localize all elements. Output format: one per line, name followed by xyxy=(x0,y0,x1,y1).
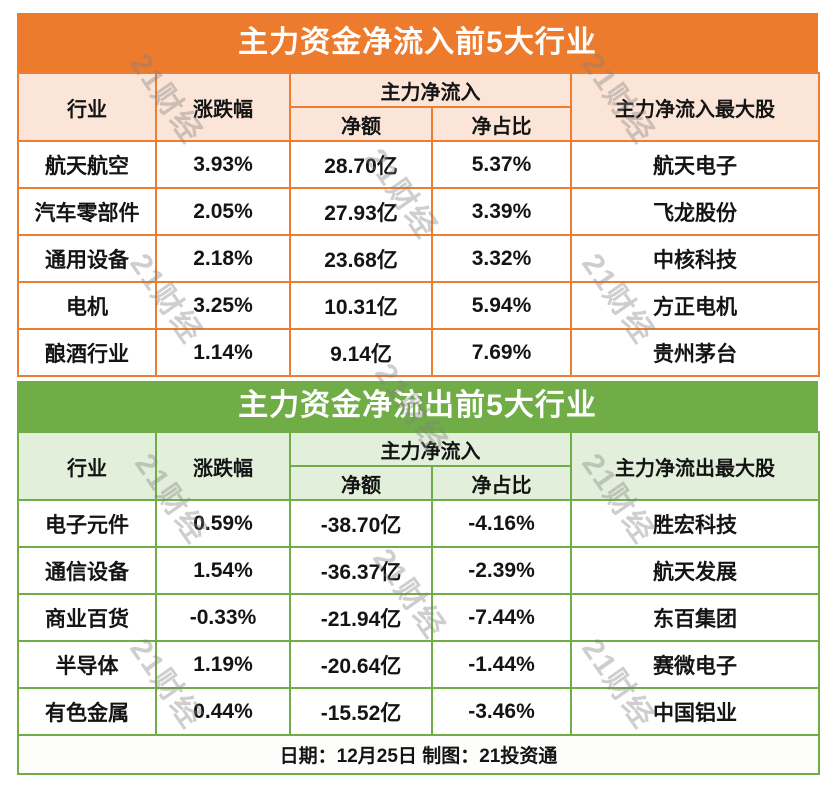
header-change: 涨跌幅 xyxy=(155,431,291,501)
inflow-section: 主力资金净流入前5大行业 行业 涨跌幅 主力净流入 主力净流入最大股 净额 净占… xyxy=(17,13,820,377)
industry-cell: 通信设备 xyxy=(17,546,157,595)
outflow-title-bar: 主力资金净流出前5大行业 xyxy=(17,381,818,431)
header-net-ratio: 净占比 xyxy=(431,465,572,501)
industry-cell: 电子元件 xyxy=(17,499,157,548)
change-cell: 1.19% xyxy=(155,640,291,689)
change-cell: 1.54% xyxy=(155,546,291,595)
infographic-sheet: 主力资金净流入前5大行业 行业 涨跌幅 主力净流入 主力净流入最大股 净额 净占… xyxy=(17,13,820,775)
net-ratio-cell: -4.16% xyxy=(431,499,572,548)
table-row: 有色金属 0.44% -15.52亿 -3.46% 中国铝业 xyxy=(17,687,820,736)
top-stock-cell: 航天电子 xyxy=(570,140,820,189)
net-amount-cell: 23.68亿 xyxy=(289,234,433,283)
outflow-title: 主力资金净流出前5大行业 xyxy=(238,389,597,422)
net-amount-cell: 9.14亿 xyxy=(289,328,433,377)
net-amount-cell: -36.37亿 xyxy=(289,546,433,595)
table-row: 半导体 1.19% -20.64亿 -1.44% 赛微电子 xyxy=(17,640,820,689)
net-ratio-cell: -3.46% xyxy=(431,687,572,736)
top-stock-cell: 飞龙股份 xyxy=(570,187,820,236)
header-net-inflow-group: 主力净流入 xyxy=(289,72,572,108)
header-industry: 行业 xyxy=(17,72,157,142)
industry-cell: 汽车零部件 xyxy=(17,187,157,236)
table-row: 通信设备 1.54% -36.37亿 -2.39% 航天发展 xyxy=(17,546,820,595)
outflow-table: 行业 涨跌幅 主力净流入 主力净流出最大股 净额 净占比 电子元件 0.59% … xyxy=(17,431,820,775)
industry-cell: 半导体 xyxy=(17,640,157,689)
net-amount-cell: -20.64亿 xyxy=(289,640,433,689)
table-row: 航天航空 3.93% 28.70亿 5.37% 航天电子 xyxy=(17,140,820,189)
net-ratio-cell: -1.44% xyxy=(431,640,572,689)
inflow-title-bar: 主力资金净流入前5大行业 xyxy=(17,13,818,72)
change-cell: 0.44% xyxy=(155,687,291,736)
net-ratio-cell: 5.37% xyxy=(431,140,572,189)
outflow-section: 主力资金净流出前5大行业 行业 涨跌幅 主力净流入 主力净流出最大股 净额 净占… xyxy=(17,381,820,775)
top-stock-cell: 航天发展 xyxy=(570,546,820,595)
net-ratio-cell: 3.39% xyxy=(431,187,572,236)
header-industry: 行业 xyxy=(17,431,157,501)
industry-cell: 商业百货 xyxy=(17,593,157,642)
net-ratio-cell: 5.94% xyxy=(431,281,572,330)
change-cell: 2.05% xyxy=(155,187,291,236)
header-net-ratio: 净占比 xyxy=(431,106,572,142)
header-net-amount: 净额 xyxy=(289,106,433,142)
change-cell: 3.25% xyxy=(155,281,291,330)
change-cell: 0.59% xyxy=(155,499,291,548)
top-stock-cell: 贵州茅台 xyxy=(570,328,820,377)
top-stock-cell: 胜宏科技 xyxy=(570,499,820,548)
industry-cell: 酿酒行业 xyxy=(17,328,157,377)
table-row: 电子元件 0.59% -38.70亿 -4.16% 胜宏科技 xyxy=(17,499,820,548)
header-top-stock: 主力净流出最大股 xyxy=(570,431,820,501)
header-top-stock: 主力净流入最大股 xyxy=(570,72,820,142)
top-stock-cell: 赛微电子 xyxy=(570,640,820,689)
net-amount-cell: -38.70亿 xyxy=(289,499,433,548)
industry-cell: 电机 xyxy=(17,281,157,330)
footer-caption: 日期：12月25日 制图：21投资通 xyxy=(17,734,820,775)
top-stock-cell: 中核科技 xyxy=(570,234,820,283)
industry-cell: 通用设备 xyxy=(17,234,157,283)
change-cell: 1.14% xyxy=(155,328,291,377)
table-row: 商业百货 -0.33% -21.94亿 -7.44% 东百集团 xyxy=(17,593,820,642)
header-net-amount: 净额 xyxy=(289,465,433,501)
top-stock-cell: 东百集团 xyxy=(570,593,820,642)
net-amount-cell: -15.52亿 xyxy=(289,687,433,736)
table-row: 酿酒行业 1.14% 9.14亿 7.69% 贵州茅台 xyxy=(17,328,820,377)
net-ratio-cell: -2.39% xyxy=(431,546,572,595)
net-amount-cell: 10.31亿 xyxy=(289,281,433,330)
table-row: 通用设备 2.18% 23.68亿 3.32% 中核科技 xyxy=(17,234,820,283)
inflow-table: 行业 涨跌幅 主力净流入 主力净流入最大股 净额 净占比 航天航空 3.93% … xyxy=(17,72,820,377)
table-row: 汽车零部件 2.05% 27.93亿 3.39% 飞龙股份 xyxy=(17,187,820,236)
net-ratio-cell: -7.44% xyxy=(431,593,572,642)
table-row: 电机 3.25% 10.31亿 5.94% 方正电机 xyxy=(17,281,820,330)
top-stock-cell: 中国铝业 xyxy=(570,687,820,736)
net-amount-cell: -21.94亿 xyxy=(289,593,433,642)
change-cell: 3.93% xyxy=(155,140,291,189)
industry-cell: 有色金属 xyxy=(17,687,157,736)
net-ratio-cell: 3.32% xyxy=(431,234,572,283)
net-amount-cell: 28.70亿 xyxy=(289,140,433,189)
industry-cell: 航天航空 xyxy=(17,140,157,189)
change-cell: -0.33% xyxy=(155,593,291,642)
net-amount-cell: 27.93亿 xyxy=(289,187,433,236)
inflow-title: 主力资金净流入前5大行业 xyxy=(238,25,597,59)
change-cell: 2.18% xyxy=(155,234,291,283)
top-stock-cell: 方正电机 xyxy=(570,281,820,330)
header-net-inflow-group: 主力净流入 xyxy=(289,431,572,467)
net-ratio-cell: 7.69% xyxy=(431,328,572,377)
header-change: 涨跌幅 xyxy=(155,72,291,142)
